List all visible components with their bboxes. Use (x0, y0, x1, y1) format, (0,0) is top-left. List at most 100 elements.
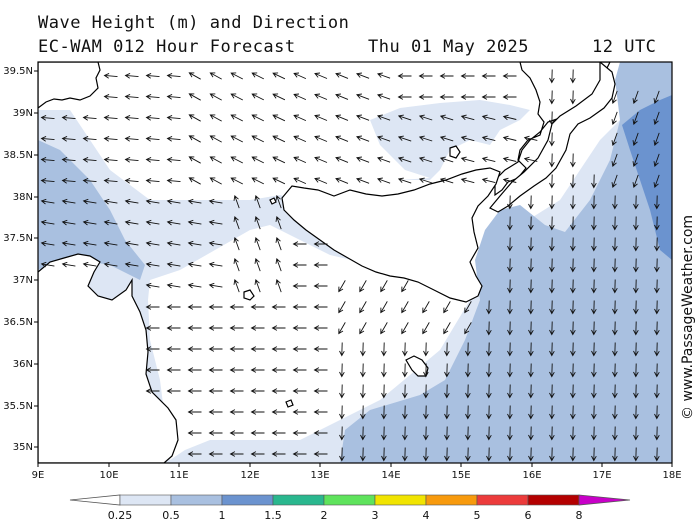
wave-arrow (254, 195, 261, 209)
wave-arrow (507, 321, 513, 336)
wave-arrow (250, 304, 265, 310)
wave-arrow (380, 280, 388, 293)
wave-arrow (360, 363, 366, 378)
wave-arrow (528, 195, 534, 210)
wave-arrow (481, 177, 496, 184)
wave-arrow (82, 156, 97, 163)
wave-arrow (402, 384, 408, 399)
wave-arrow (591, 363, 597, 378)
wave-arrow (570, 384, 576, 399)
wave-arrow (103, 156, 118, 163)
wave-arrow (465, 426, 471, 441)
wave-arrow (292, 304, 307, 310)
wave-arrow (229, 346, 244, 352)
wave-arrow (359, 280, 367, 293)
wave-arrow (381, 405, 387, 420)
wave-arrow (229, 451, 244, 457)
ustica-land (269, 197, 277, 205)
wave-arrow (335, 114, 349, 121)
wave-arrow (254, 258, 261, 272)
wave-arrow (313, 346, 328, 352)
wave-arrow (187, 430, 202, 436)
wave-arrow (549, 279, 555, 294)
wave-arrow (339, 342, 345, 357)
wave-arrow (591, 384, 597, 399)
forecast-date: Thu 01 May 2025 (368, 37, 530, 57)
wave-arrow (486, 384, 492, 399)
lipari-land (449, 145, 461, 159)
legend-label: 5 (474, 509, 481, 522)
wave-arrow (402, 426, 408, 441)
wave-arrow (166, 198, 181, 205)
wave-arrow (570, 216, 576, 231)
wave-arrow (166, 93, 181, 100)
wave-arrow (272, 72, 286, 80)
legend-swatch (527, 494, 580, 506)
legend-swatch (425, 494, 478, 506)
wave-arrow (166, 367, 181, 373)
wave-arrow (145, 325, 160, 331)
wave-arrow (654, 384, 660, 399)
wave-arrow (528, 447, 534, 462)
wave-arrow (632, 174, 639, 188)
wave-arrow (591, 237, 597, 252)
wave-arrow (486, 426, 492, 441)
wave-arrow (633, 258, 639, 273)
wave-arrow (61, 240, 76, 247)
wave-arrow (570, 300, 576, 315)
wave-arrow (314, 156, 328, 163)
wave-arrow (423, 384, 429, 399)
wave-arrow (292, 451, 307, 457)
wave-arrow (187, 451, 202, 457)
wave-arrow (229, 409, 244, 415)
wave-arrow (335, 72, 349, 79)
wave-arrow (528, 426, 534, 441)
wave-arrow (570, 321, 576, 336)
wave-arrow (507, 300, 513, 315)
wave-arrow (208, 367, 223, 373)
wave-arrow (377, 135, 391, 142)
wave-arrow (633, 216, 639, 231)
wave-arrow (481, 156, 496, 163)
wave-arrow (230, 93, 244, 101)
wave-arrow (654, 447, 660, 462)
wave-arrow (188, 156, 201, 164)
wave-arrow (339, 447, 345, 462)
wave-arrow (124, 198, 139, 205)
wave-arrow (145, 367, 160, 373)
legend-swatch (119, 494, 172, 506)
wave-arrow (523, 135, 538, 142)
wave-arrow (335, 177, 349, 184)
wave-arrow (377, 114, 391, 121)
wave-arrow (486, 342, 492, 357)
wave-arrow (528, 384, 534, 399)
wave-arrow (612, 300, 618, 315)
wave-arrow (570, 426, 576, 441)
wave-arrow (360, 384, 366, 399)
wave-arrow (654, 279, 660, 294)
wave-arrow (272, 93, 286, 101)
lon-tick-label: 10E (99, 470, 118, 481)
wave-arrow (314, 177, 328, 184)
wave-arrow (103, 219, 118, 226)
wave-arrow (82, 198, 97, 205)
lat-tick-label: 38.5N (3, 150, 33, 161)
wave-arrow (444, 363, 450, 378)
wave-arrow (439, 156, 454, 163)
wave-arrow (313, 388, 328, 394)
wave-arrow (654, 195, 660, 210)
legend-swatch (323, 494, 376, 506)
wave-arrow (612, 279, 618, 294)
wave-arrow (360, 342, 366, 357)
wave-arrow (124, 93, 139, 100)
wave-arrow (397, 73, 412, 79)
wave-arrow (188, 72, 201, 80)
wave-arrow (611, 132, 618, 146)
wave-arrow (271, 430, 286, 436)
wave-arrow (612, 405, 618, 420)
wave-arrow (145, 219, 160, 226)
wave-arrow (397, 114, 412, 121)
wave-arrow (271, 451, 286, 457)
map-area (38, 62, 672, 463)
wave-arrow (250, 430, 265, 436)
